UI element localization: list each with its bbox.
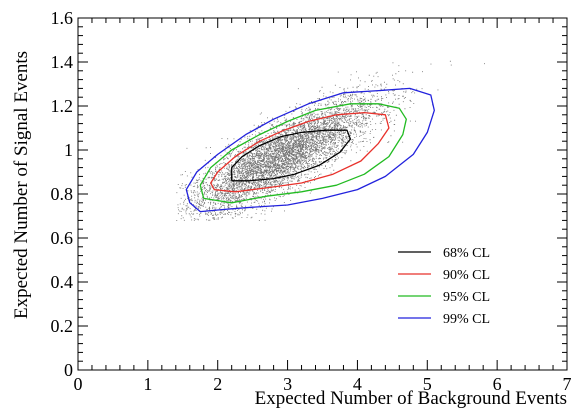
axes: 0 1 2 3 4 5 6 7 0 0.2 0.4 0.6 0.8 1 1.2 1.4 1.6	[51, 8, 572, 394]
y-tick-label: 0.6	[51, 228, 74, 248]
x-tick-label: 1	[143, 374, 152, 394]
legend-label: 90% CL	[443, 268, 490, 283]
contour-68-cl	[231, 129, 352, 182]
plot-frame	[77, 17, 568, 371]
y-tick-label: 0	[64, 360, 73, 380]
x-tick-label: 3	[283, 374, 292, 394]
x-tick-label: 7	[563, 374, 572, 394]
contour-99-cl	[185, 87, 435, 213]
contour-lines	[185, 87, 435, 213]
y-tick-label: 0.2	[51, 316, 74, 336]
legend-label: 68% CL	[443, 246, 490, 261]
x-tick-label: 6	[493, 374, 502, 394]
x-tick-label: 2	[213, 374, 222, 394]
legend: 68% CL 90% CL 95% CL 99% CL	[398, 246, 490, 327]
contour-95-cl	[199, 103, 407, 204]
y-tick-label: 1.2	[51, 96, 74, 116]
legend-label: 95% CL	[443, 290, 490, 305]
y-tick-label: 1.6	[51, 8, 74, 28]
x-tick-label: 0	[74, 374, 83, 394]
y-tick-label: 0.8	[51, 184, 74, 204]
contour-90-cl	[210, 111, 390, 193]
legend-label: 99% CL	[443, 312, 490, 327]
x-tick-label: 5	[423, 374, 432, 394]
y-tick-label: 1.4	[51, 52, 74, 72]
x-axis-label: Expected Number of Background Events	[255, 388, 567, 409]
y-tick-label: 1	[64, 140, 73, 160]
y-tick-label: 0.4	[51, 272, 74, 292]
y-axis-label: Expected Number of Signal Events	[11, 51, 32, 319]
x-tick-label: 4	[353, 374, 362, 394]
